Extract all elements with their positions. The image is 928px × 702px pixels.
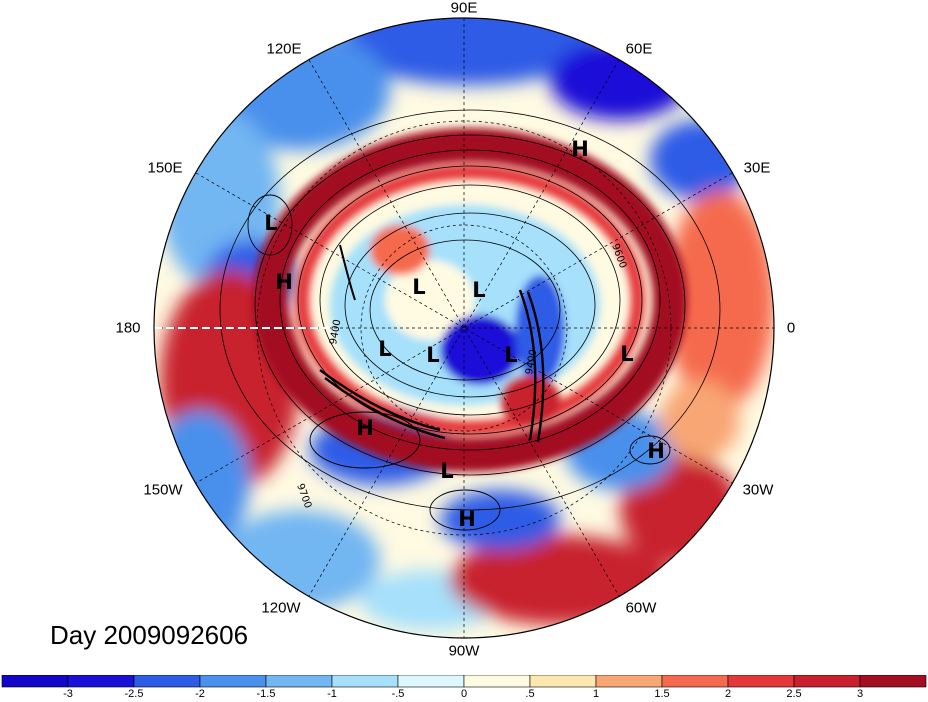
colorbar-swatch — [199, 675, 267, 688]
pressure-center: H — [275, 270, 293, 294]
pressure-center: L — [378, 337, 391, 361]
lon-label-60w: 60W — [625, 599, 657, 617]
lon-label-150w: 150W — [143, 481, 183, 499]
pressure-center: L — [504, 343, 517, 367]
colorbar-swatch — [595, 675, 663, 688]
lon-label-60e: 60E — [625, 40, 653, 58]
pressure-center: H — [458, 507, 476, 531]
colorbar-swatch — [529, 675, 597, 688]
colorbar-tick-label: 2 — [724, 688, 732, 700]
lon-label-90w: 90W — [448, 642, 480, 660]
pressure-center: H — [647, 439, 665, 463]
colorbar-swatch — [793, 675, 861, 688]
contour-label: 9400 — [328, 319, 343, 346]
lon-label-120e: 120E — [266, 40, 302, 58]
pressure-center: H — [356, 416, 374, 440]
colorbar-tick-label: -3 — [63, 688, 73, 700]
anomaly-field — [154, 18, 774, 638]
colorbar-swatch — [463, 675, 531, 688]
pressure-center: L — [620, 342, 633, 366]
colorbar-swatch — [727, 675, 795, 688]
date-title: Day 2009092606 — [50, 620, 249, 650]
colorbar-tick-label: 1.5 — [654, 688, 670, 700]
colorbar-swatch — [1, 675, 69, 688]
colorbar-swatch — [265, 675, 333, 688]
pressure-center: L — [412, 275, 425, 299]
colorbar-tick-label: -1.5 — [256, 688, 276, 700]
pressure-center: L — [426, 343, 439, 367]
colorbar-swatch — [67, 675, 135, 688]
lon-label-90e: 90E — [450, 0, 478, 17]
contour-label: 9400 — [524, 349, 539, 376]
lon-label-180: 180 — [115, 319, 141, 337]
colorbar-tick-label: 3 — [856, 688, 864, 700]
colorbar-tick-label: 2.5 — [786, 688, 802, 700]
pressure-center: L — [264, 211, 277, 235]
colorbar-tick-label: -2 — [195, 688, 205, 700]
pressure-center: L — [472, 278, 485, 302]
colorbar — [1, 675, 927, 688]
colorbar-tick-label: -1 — [327, 688, 337, 700]
colorbar-tick-label: 1 — [592, 688, 600, 700]
pressure-centers: H L H L L L L L L H L H H — [264, 137, 664, 531]
colorbar-swatch — [133, 675, 201, 688]
colorbar-swatch — [661, 675, 729, 688]
lon-label-30w: 30W — [742, 481, 774, 499]
colorbar-tick-label: -.5 — [391, 688, 405, 700]
colorbar-swatch — [397, 675, 465, 688]
colorbar-swatch — [331, 675, 399, 688]
colorbar-tick-label: 0 — [460, 688, 468, 700]
lon-label-150e: 150E — [147, 159, 183, 177]
colorbar-tick-label: -2.5 — [124, 688, 144, 700]
lon-label-120w: 120W — [261, 599, 301, 617]
pressure-center: L — [440, 459, 453, 483]
colorbar-tick-label: .5 — [525, 688, 535, 700]
lon-label-30e: 30E — [743, 159, 771, 177]
lon-label-0: 0 — [786, 319, 796, 337]
height-contours — [219, 109, 721, 531]
colorbar-swatch — [859, 675, 927, 688]
map-border — [153, 17, 775, 639]
pressure-center: H — [571, 137, 589, 161]
